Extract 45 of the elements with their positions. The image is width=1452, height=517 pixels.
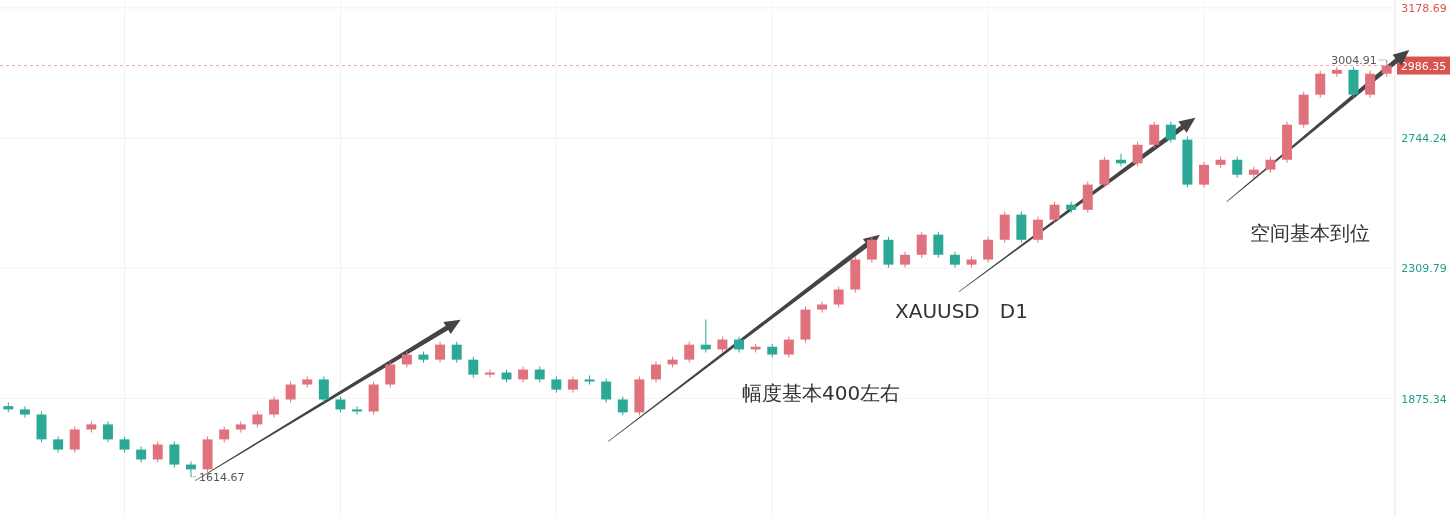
candlestick: [1049, 201, 1060, 224]
candlestick: [152, 440, 163, 463]
y-tick-label: 2309.79: [1401, 262, 1447, 276]
candlestick: [866, 236, 877, 264]
y-tick-label: 3178.69: [1401, 1, 1447, 15]
candlestick: [451, 341, 462, 364]
annotation: 空间基本到位: [1250, 221, 1370, 245]
candlestick: [1232, 156, 1243, 179]
y-tick-label: 1875.34: [1401, 392, 1447, 406]
candlestick: [352, 405, 363, 415]
candlestick: [318, 375, 329, 404]
candlestick: [983, 236, 994, 264]
candlestick: [933, 231, 944, 259]
candlestick: [484, 369, 495, 379]
candlestick: [19, 405, 30, 418]
candlestick: [1365, 70, 1376, 99]
candlestick: [468, 356, 479, 379]
candlestick: [1032, 216, 1043, 244]
candlestick: [1165, 121, 1176, 144]
candlestick: [102, 420, 113, 443]
candlestick: [817, 301, 828, 314]
candlestick: [916, 231, 927, 259]
candlestick: [1331, 66, 1342, 78]
candlestick: [269, 396, 279, 418]
annotation: 幅度基本400左右: [742, 381, 901, 405]
candlestick: [651, 360, 661, 383]
ref-line-label: 2986.35: [1400, 59, 1447, 73]
annotation: XAUUSD D1: [895, 299, 1028, 323]
y-tick-label: 2744.24: [1401, 132, 1447, 146]
candlestick: [617, 396, 628, 416]
candlestick: [285, 381, 296, 404]
candlestick: [1315, 70, 1326, 99]
candlestick: [69, 425, 80, 454]
annotation: 3004.91: [1331, 53, 1377, 67]
candlestick: [1132, 141, 1143, 167]
candlestick: [1199, 161, 1209, 189]
annotation: 1614.67: [198, 470, 245, 484]
candlestick: [601, 378, 612, 404]
candlestick: [684, 341, 695, 364]
candlestick: [783, 336, 794, 359]
candlestick: [169, 440, 180, 469]
candlestick: [1149, 121, 1160, 149]
candlestick: [833, 286, 844, 308]
candlestick: [435, 341, 446, 364]
candlestick: [385, 360, 396, 389]
